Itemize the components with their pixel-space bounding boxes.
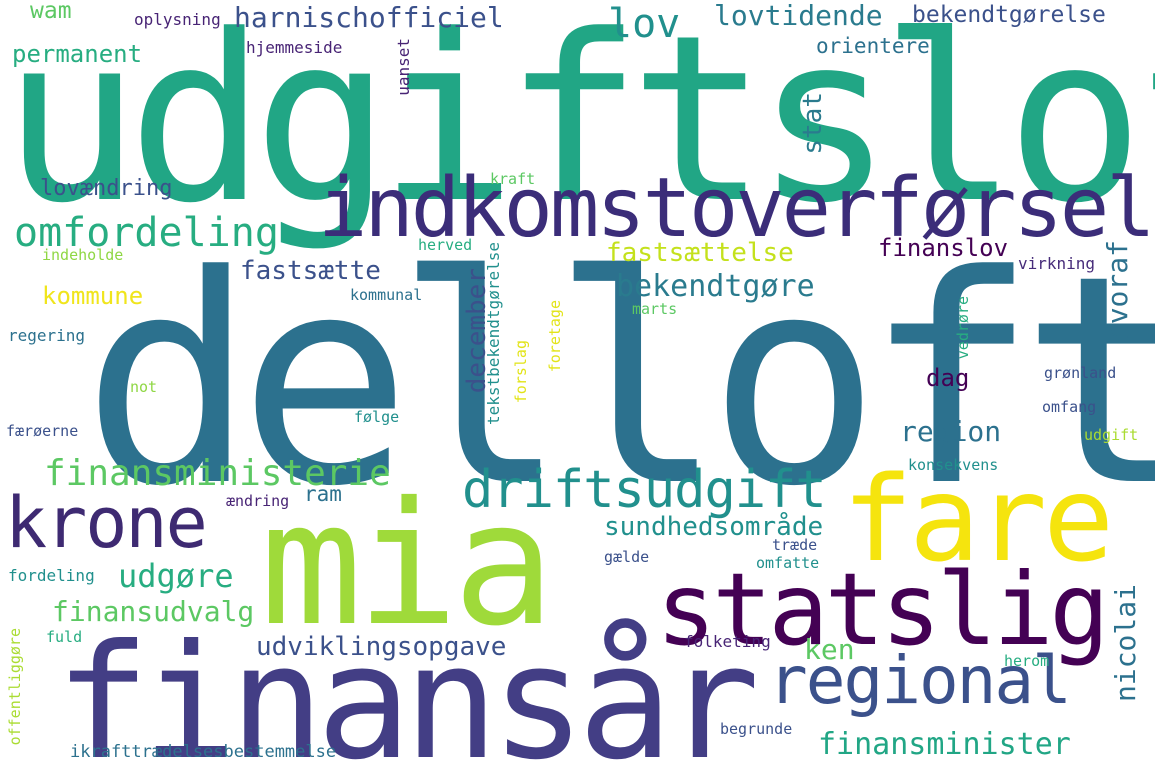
word-udgiftsloft: udgiftsloft — [2, 0, 1155, 254]
word-omfatte: omfatte — [756, 554, 820, 572]
word-faeroerne: færøerne — [6, 422, 79, 440]
word-hvoraf: hvoraf — [1101, 240, 1134, 342]
word-finanslov: finanslov — [878, 234, 1009, 262]
word-not: not — [130, 378, 158, 396]
word-omfordeling: omfordeling — [14, 210, 279, 256]
word-kommunal: kommunal — [350, 286, 423, 304]
word-traede: træde — [772, 536, 818, 554]
word-lov: lov — [608, 1, 681, 47]
word-lovtidende: lovtidende — [714, 0, 883, 32]
word-krone: krone — [5, 482, 208, 564]
word-statslig: statslig — [656, 551, 1110, 668]
word-fastsaettelse: fastsættelse — [606, 238, 794, 268]
word-vedrore: vedrøre — [954, 296, 972, 360]
word-udgift: udgift — [1084, 426, 1139, 444]
word-regering: regering — [8, 326, 86, 345]
word-fare: fare — [842, 450, 1114, 588]
word-bekendtgore: bekendtgøre — [616, 269, 815, 304]
word-orientere: orientere — [816, 34, 930, 58]
word-gaelde: gælde — [604, 548, 650, 566]
word-sundhedsomraade: sundhedsområde — [604, 512, 824, 542]
word-fordeling: fordeling — [8, 566, 95, 585]
word-december: december — [462, 268, 492, 394]
word-virkning: virkning — [1018, 254, 1096, 273]
word-omfang: omfang — [1042, 398, 1097, 416]
word-folketing: folketing — [684, 632, 771, 651]
word-ram: ram — [304, 482, 342, 506]
word-finansministerie: finansministerie — [44, 453, 391, 494]
word-fastsaette: fastsætte — [240, 256, 381, 286]
word-aendring: ændring — [226, 492, 290, 510]
word-offentliggore: offentliggøre — [6, 628, 24, 746]
word-herom: herom — [1004, 652, 1050, 670]
word-hjemmeside: hjemmeside — [246, 38, 343, 57]
word-herved: herved — [418, 236, 473, 254]
word-delloft: delloft — [82, 214, 1155, 549]
word-indkomstoverforsel: indkomstoverførsel — [318, 161, 1155, 256]
word-finansaar: finansår — [55, 611, 760, 770]
word-udgore: udgøre — [118, 557, 234, 595]
word-forslag: forslag — [512, 340, 530, 404]
word-marts: marts — [632, 300, 678, 318]
word-bekendtgorelse: bekendtgørelse — [912, 2, 1106, 28]
word-mia: mia — [260, 466, 555, 664]
word-foretage: foretage — [546, 300, 564, 373]
word-begrunde: begrunde — [720, 720, 793, 738]
word-dag: dag — [926, 364, 970, 392]
word-ken: ken — [804, 633, 855, 666]
word-finansudvalg: finansudvalg — [52, 595, 255, 628]
word-stat: stat — [798, 92, 828, 155]
word-oplysning: oplysning — [134, 10, 221, 29]
word-folge: følge — [354, 408, 400, 426]
word-kraft: kraft — [490, 170, 536, 188]
word-permanent: permanent — [12, 40, 143, 68]
word-kommune: kommune — [42, 282, 144, 310]
word-harnischofficiel: harnischofficiel — [234, 1, 504, 34]
word-indeholde: indeholde — [42, 246, 124, 264]
word-driftsudgift: driftsudgift — [462, 460, 827, 520]
word-uanset: uanset — [394, 38, 413, 96]
word-gronland: grønland — [1044, 364, 1117, 382]
word-regional: regional — [768, 642, 1072, 719]
word-lovaendring: lovændring — [40, 176, 173, 201]
word-wam: wam — [30, 0, 72, 24]
word-nicolai: nicolai — [1109, 584, 1142, 703]
word-ikrafttraedelsesbestemmelse: ikrafttrædelsesbestemmelse — [70, 742, 337, 762]
word-udviklingsopgave: udviklingsopgave — [256, 632, 507, 662]
word-region: region — [900, 415, 1002, 448]
word-finansminister: finansminister — [818, 727, 1071, 762]
word-konsekvens: konsekvens — [908, 456, 999, 474]
word-fuld: fuld — [46, 628, 83, 646]
